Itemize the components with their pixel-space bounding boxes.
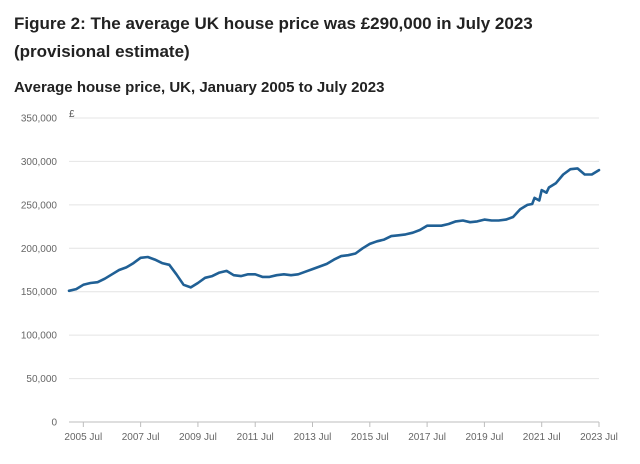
y-tick-label: 100,000	[21, 331, 58, 342]
y-axis-unit-label: £	[69, 109, 75, 120]
y-axis-ticks: 0 50,000 100,000 150,000 200,000 250,000 300,0…	[21, 114, 58, 429]
figure-title: Figure 2: The average UK house price was…	[14, 14, 533, 61]
x-tick-label: 2019 Jul	[465, 432, 503, 443]
y-tick-label: 200,000	[21, 244, 58, 255]
chart-subtitle: Average house price, UK, January 2005 to…	[14, 79, 385, 96]
y-tick-label: 50,000	[26, 374, 57, 385]
x-tick-label: 2023 Jul	[580, 432, 618, 443]
y-tick-label: 150,000	[21, 287, 58, 298]
x-tick-label: 2013 Jul	[294, 432, 332, 443]
x-tick-label: 2015 Jul	[351, 432, 389, 443]
x-tick-label: 2007 Jul	[122, 432, 160, 443]
average-house-price-line	[67, 167, 601, 293]
y-tick-label: 0	[51, 418, 57, 429]
x-tick-label: 2017 Jul	[408, 432, 446, 443]
y-tick-label: 250,000	[21, 200, 58, 211]
x-tick-label: 2009 Jul	[179, 432, 217, 443]
x-tick-label: 2011 Jul	[237, 432, 274, 443]
x-axis-ticks: 2005 Jul 2007 Jul 2009 Jul 2011 Jul 2013 Jul…	[64, 422, 618, 443]
gridlines	[69, 117, 599, 380]
x-tick-label: 2005 Jul	[64, 432, 102, 443]
y-tick-label: 350,000	[21, 114, 58, 125]
y-tick-label: 300,000	[21, 157, 58, 168]
x-tick-label: 2021 Jul	[523, 432, 561, 443]
